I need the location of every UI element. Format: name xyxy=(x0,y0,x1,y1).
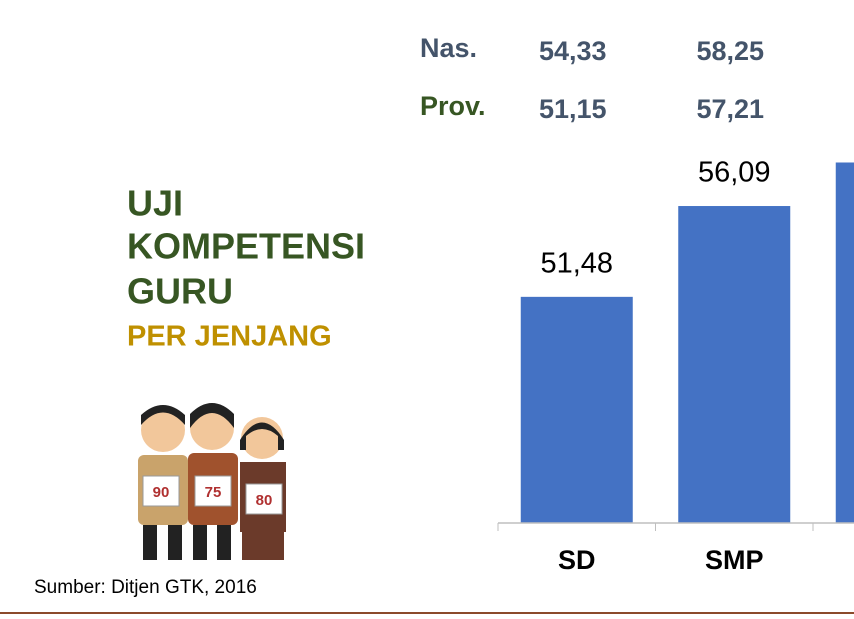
table-cell: 51,15 xyxy=(539,94,607,124)
x-tick-label: SMP xyxy=(705,545,764,575)
illustration xyxy=(138,403,286,560)
sign-number: 90 xyxy=(153,484,170,501)
sign-number: 80 xyxy=(256,492,273,509)
subtitle: PER JENJANG xyxy=(127,321,332,353)
bar xyxy=(835,162,854,524)
row-label: Prov. xyxy=(420,91,486,121)
value-label: 51,48 xyxy=(540,248,613,280)
table-cell: 57,21 xyxy=(696,94,764,124)
table-cell: 58,25 xyxy=(696,36,764,66)
sign-number: 75 xyxy=(205,484,222,501)
title-line: GURU xyxy=(127,271,233,312)
x-tick-label: SD xyxy=(558,545,596,575)
bar xyxy=(678,206,791,524)
title-line: UJI xyxy=(127,183,183,224)
source: Sumber: Ditjen GTK, 2016 xyxy=(34,577,257,598)
bar xyxy=(520,296,633,523)
value-label: 56,09 xyxy=(698,157,771,189)
table-cell: 54,33 xyxy=(539,36,607,66)
row-label: Nas. xyxy=(420,33,477,63)
title-line: KOMPETENSI xyxy=(127,226,365,267)
